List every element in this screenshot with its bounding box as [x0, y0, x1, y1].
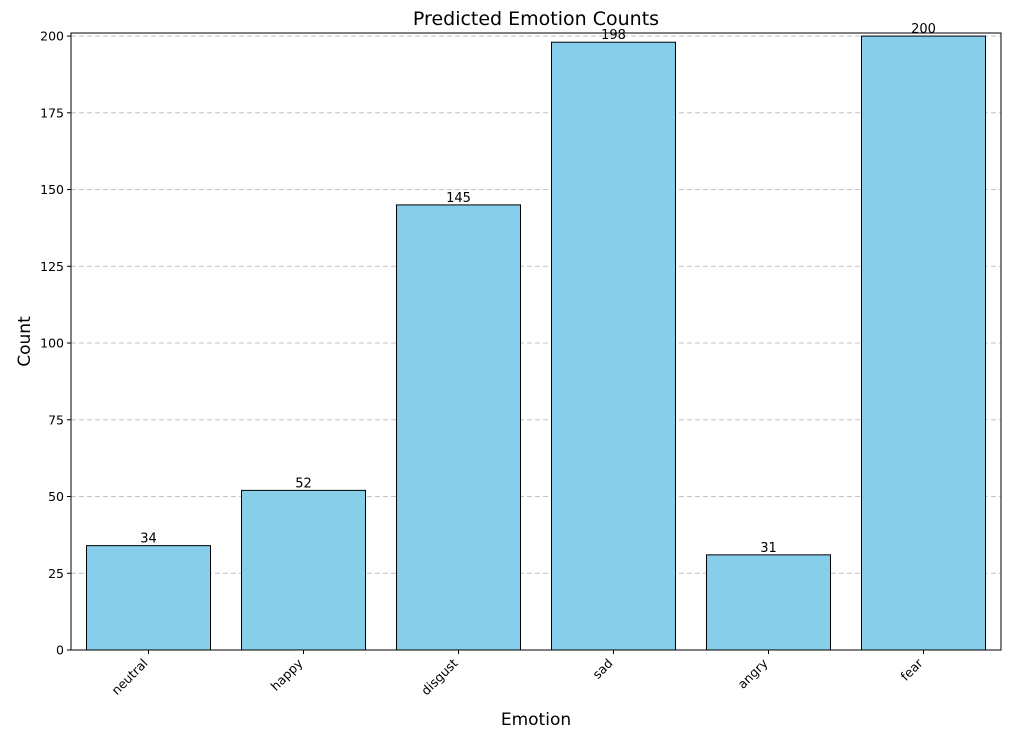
x-tick-label-disgust: disgust: [418, 655, 461, 698]
plot-frame: [70, 32, 1002, 651]
bars: [86, 35, 986, 651]
y-axis-ticks: 0 25 50 75 100 125 150 175 200: [40, 29, 71, 658]
y-tick-label: 100: [40, 336, 64, 351]
bar-fear: [861, 35, 986, 651]
data-label-fear: 200: [911, 22, 936, 37]
y-tick-label: 50: [48, 489, 64, 504]
x-tick-label-neutral: neutral: [108, 656, 150, 698]
x-tick-label-sad: sad: [589, 656, 615, 682]
data-label-angry: 31: [760, 541, 777, 556]
bar-sad: [551, 41, 676, 651]
y-tick-label: 25: [48, 566, 64, 581]
data-label-neutral: 34: [140, 532, 157, 547]
y-tick-label: 175: [40, 105, 64, 120]
data-label-sad: 198: [601, 28, 626, 43]
y-axis-label: Count: [15, 316, 35, 367]
x-tick-label-happy: happy: [268, 655, 307, 694]
data-label-disgust: 145: [446, 191, 471, 206]
chart-title: Predicted Emotion Counts: [413, 8, 659, 30]
x-tick-label-angry: angry: [735, 655, 772, 692]
bar-disgust: [396, 204, 521, 651]
data-label-happy: 52: [295, 476, 312, 491]
x-axis-ticks: neutral happy disgust sad angry fear: [108, 650, 926, 698]
bar-happy: [241, 489, 366, 651]
x-axis-label: Emotion: [501, 710, 571, 730]
y-tick-label: 75: [48, 412, 64, 427]
data-labels: 34 52 145 198 31 200: [140, 22, 936, 556]
bar-neutral: [86, 545, 211, 651]
bar-angry: [706, 554, 831, 651]
y-tick-label: 0: [56, 643, 64, 658]
y-tick-label: 125: [40, 259, 64, 274]
x-tick-label-fear: fear: [897, 655, 926, 684]
grid-lines: [71, 35, 1001, 574]
y-tick-label: 200: [40, 29, 64, 44]
y-tick-label: 150: [40, 182, 64, 197]
